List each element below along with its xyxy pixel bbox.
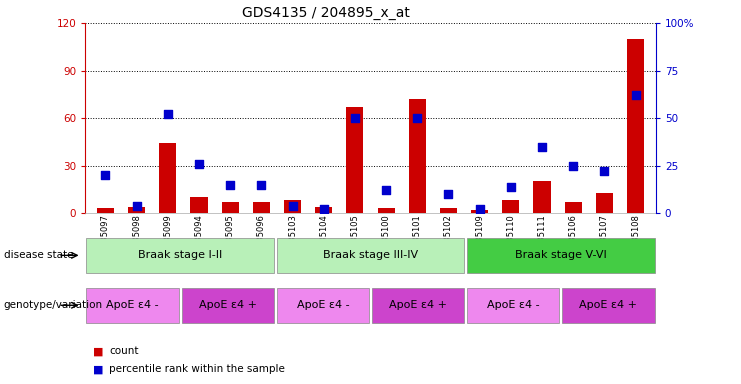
Bar: [87, 288, 179, 323]
Point: [473, 206, 485, 212]
Point: [599, 168, 611, 174]
Bar: [372, 288, 465, 323]
Text: disease state: disease state: [4, 250, 73, 260]
Text: ApoE ε4 -: ApoE ε4 -: [487, 300, 539, 310]
Bar: [276, 238, 465, 273]
Text: ■: ■: [93, 364, 103, 374]
Text: Braak stage V-VI: Braak stage V-VI: [515, 250, 607, 260]
Point: [567, 162, 579, 169]
Text: Braak stage III-IV: Braak stage III-IV: [323, 250, 418, 260]
Text: ApoE ε4 -: ApoE ε4 -: [296, 300, 349, 310]
Point: [287, 202, 299, 209]
Point: [193, 161, 205, 167]
Point: [630, 92, 642, 98]
Point: [536, 144, 548, 150]
Point: [411, 115, 423, 121]
Point: [99, 172, 111, 178]
Bar: [502, 200, 519, 213]
Point: [318, 206, 330, 212]
Bar: [97, 209, 114, 213]
Bar: [596, 192, 613, 213]
Point: [225, 182, 236, 188]
Text: ApoE ε4 +: ApoE ε4 +: [579, 300, 637, 310]
Bar: [627, 39, 644, 213]
Text: GDS4135 / 204895_x_at: GDS4135 / 204895_x_at: [242, 6, 410, 20]
Bar: [377, 209, 395, 213]
Text: percentile rank within the sample: percentile rank within the sample: [109, 364, 285, 374]
Point: [349, 115, 361, 121]
Bar: [467, 238, 654, 273]
Text: ■: ■: [93, 346, 103, 356]
Bar: [562, 288, 654, 323]
Text: count: count: [109, 346, 139, 356]
Bar: [534, 182, 551, 213]
Bar: [440, 209, 457, 213]
Text: Braak stage I-II: Braak stage I-II: [138, 250, 222, 260]
Bar: [276, 288, 369, 323]
Bar: [565, 202, 582, 213]
Bar: [128, 207, 145, 213]
Text: ApoE ε4 +: ApoE ε4 +: [199, 300, 257, 310]
Bar: [253, 202, 270, 213]
Bar: [190, 197, 207, 213]
Point: [442, 191, 454, 197]
Bar: [87, 238, 274, 273]
Text: ApoE ε4 -: ApoE ε4 -: [107, 300, 159, 310]
Bar: [284, 200, 301, 213]
Bar: [467, 288, 559, 323]
Point: [505, 184, 516, 190]
Bar: [346, 107, 364, 213]
Bar: [409, 99, 426, 213]
Point: [162, 111, 174, 118]
Point: [130, 202, 142, 209]
Bar: [182, 288, 274, 323]
Point: [380, 187, 392, 194]
Bar: [315, 207, 332, 213]
Text: ApoE ε4 +: ApoE ε4 +: [389, 300, 447, 310]
Bar: [222, 202, 239, 213]
Point: [256, 182, 268, 188]
Text: genotype/variation: genotype/variation: [4, 300, 103, 310]
Bar: [159, 144, 176, 213]
Bar: [471, 210, 488, 213]
